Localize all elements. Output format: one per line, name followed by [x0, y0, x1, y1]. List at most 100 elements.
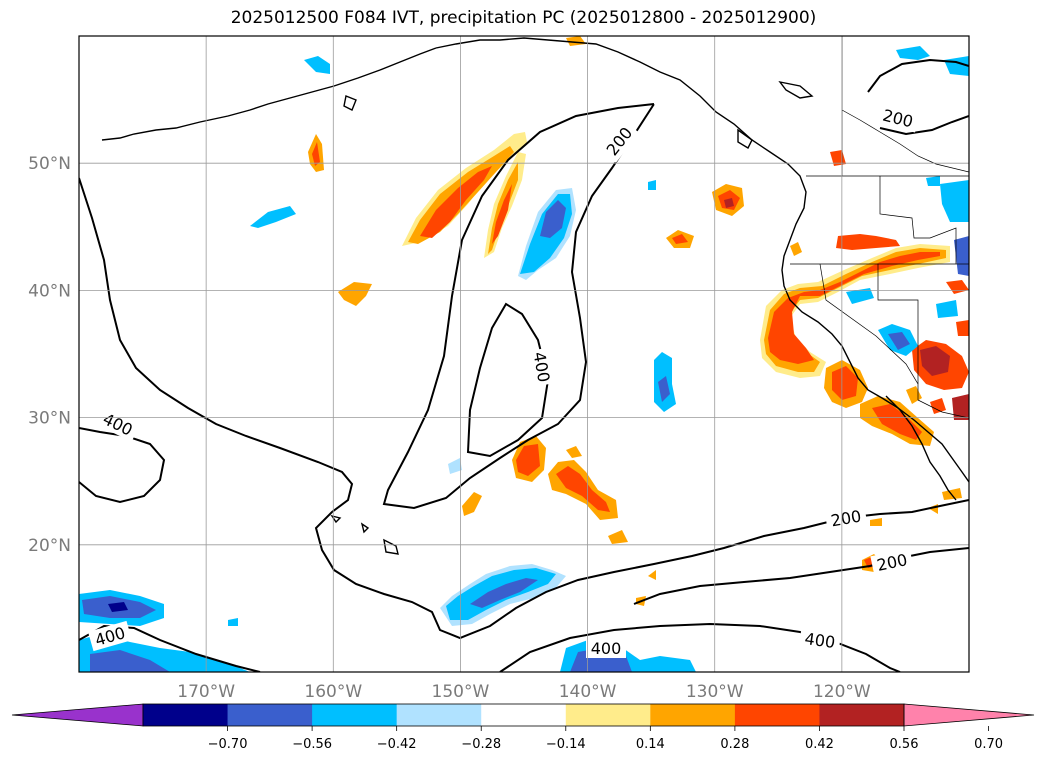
precip-neg-blob: [228, 618, 238, 626]
colorbar-swatch: [481, 704, 567, 726]
hawaii-island: [330, 514, 342, 524]
ivt-contour-400-south: [499, 622, 901, 672]
ivt-contour-400-west: [79, 427, 166, 504]
hawaii-island: [383, 538, 399, 555]
precip-band-thin-core: [492, 184, 512, 244]
island: [343, 95, 357, 111]
longitude-labels: 170°W 160°W 150°W 140°W 130°W 120°W: [177, 682, 871, 702]
colorbar-swatch: [143, 704, 229, 726]
precip-blob-core: [516, 444, 540, 476]
precip-neg-west-max: [108, 602, 128, 612]
colorbar-tick-label: −0.14: [546, 737, 586, 752]
colorbar-tick-label: −0.28: [461, 737, 501, 752]
precip-blob: [338, 282, 372, 306]
hawaii-island: [360, 522, 370, 534]
precip-blob: [952, 394, 969, 420]
colorbar: −0.70 −0.56 −0.42 −0.28 −0.14 0.14 0.28 0.42 0.5…: [11, 703, 1035, 752]
colorbar-extend-min: [11, 703, 144, 727]
colorbar-tick-label: 0.56: [890, 737, 919, 752]
latitude-labels: 50°N 40°N 30°N 20°N: [28, 154, 71, 556]
precip-neg-band-core: [540, 200, 566, 238]
colorbar-swatch: [227, 704, 313, 726]
colorbar-extend-max: [903, 703, 1035, 727]
precip-blob: [566, 446, 582, 458]
precip-blob: [566, 36, 586, 46]
colorbar-tick-label: −0.56: [292, 737, 332, 752]
colorbar-tick-label: −0.42: [377, 737, 417, 752]
lon-label: 150°W: [432, 682, 490, 702]
alaska-canada-border: [841, 109, 969, 173]
island: [737, 128, 753, 149]
lon-label: 140°W: [559, 682, 617, 702]
colorbar-swatch: [312, 704, 398, 726]
ivt-contour-200-se: [633, 547, 969, 605]
colorbar-swatch: [650, 704, 736, 726]
island: [778, 80, 814, 99]
precip-neg-blob: [304, 56, 330, 74]
lon-label: 120°W: [813, 682, 871, 702]
lat-label: 30°N: [28, 409, 71, 429]
gridlines: [79, 36, 969, 672]
precip-blob: [930, 398, 946, 414]
lon-label: 170°W: [177, 682, 235, 702]
lon-label: 130°W: [686, 682, 744, 702]
precip-blob: [790, 242, 802, 256]
precip-blob: [608, 530, 628, 544]
precip-socal-core: [832, 366, 858, 400]
precip-blob: [462, 492, 482, 516]
ivt-contour-400-sw: [79, 624, 261, 672]
precip-negative-fills: [79, 46, 969, 672]
precip-neg-blob-core: [658, 376, 670, 402]
map-frame: [78, 35, 970, 673]
precip-positive-fills: [308, 36, 969, 606]
ivt-contour-200-ne: [879, 115, 969, 136]
precip-oregon: [836, 234, 900, 250]
state-borders: [877, 264, 919, 384]
ivt-contour-200-south: [79, 177, 969, 640]
precip-arizona-core: [920, 346, 950, 376]
lat-label: 20°N: [28, 536, 71, 556]
political-borders: [790, 36, 969, 419]
precip-blob-core: [672, 234, 688, 244]
precip-blob-core: [556, 466, 610, 512]
precip-neg-blob: [936, 300, 958, 318]
ivt-label: 400: [803, 629, 836, 652]
ivt-contour-400: [466, 302, 550, 458]
aleutian-chain: [101, 47, 437, 141]
colorbar-frame: [142, 703, 905, 727]
ivt-contours: [79, 58, 969, 672]
precip-blob: [648, 570, 656, 580]
precip-band-north-core: [420, 166, 492, 238]
precip-neg-blob: [648, 180, 656, 190]
coastlines: [101, 37, 969, 555]
state-borders: [879, 176, 957, 264]
state-borders: [819, 263, 919, 400]
ivt-contour-200: [382, 103, 655, 510]
precip-neg-hawaii-core: [470, 578, 538, 608]
lon-label: 160°W: [304, 682, 362, 702]
precip-neg-blob: [954, 236, 969, 276]
colorbar-swatch: [396, 704, 482, 726]
precip-blob: [870, 518, 882, 526]
precip-neg-blob: [926, 176, 940, 186]
north-america-coast: [435, 37, 969, 483]
precip-neg-blob: [448, 458, 462, 474]
colorbar-tick-label: −0.70: [208, 737, 248, 752]
precip-neg-idaho: [940, 180, 969, 222]
precip-neg-blob: [250, 206, 296, 228]
us-mexico-border: [917, 399, 969, 419]
precip-neg-nevada-core: [888, 332, 910, 350]
colorbar-tick-label: 0.42: [805, 737, 834, 752]
lat-label: 50°N: [28, 154, 71, 174]
colorbar-tick-label: 0.28: [720, 737, 749, 752]
colorbar-swatch: [565, 704, 651, 726]
colorbar-tick-label: 0.14: [636, 737, 665, 752]
precip-neg-blob: [896, 46, 930, 60]
precip-blob-core: [724, 198, 734, 208]
precip-neg-west-south-core: [90, 650, 170, 672]
baja-california-coast: [885, 395, 957, 501]
ivt-contour-labels: 200 200 200 200 400 400 400 400 400: [88, 103, 920, 658]
colorbar-swatch: [819, 704, 905, 726]
colorbar-tick-label: 0.70: [974, 737, 1003, 752]
